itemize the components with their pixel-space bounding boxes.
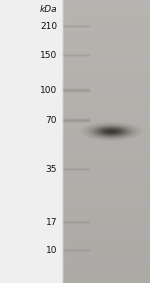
Text: 210: 210 — [40, 22, 57, 31]
Text: 10: 10 — [45, 246, 57, 255]
Text: 150: 150 — [40, 51, 57, 60]
Text: 100: 100 — [40, 86, 57, 95]
Text: 17: 17 — [45, 218, 57, 227]
Text: 70: 70 — [45, 116, 57, 125]
Text: kDa: kDa — [39, 5, 57, 14]
Text: 35: 35 — [45, 165, 57, 174]
